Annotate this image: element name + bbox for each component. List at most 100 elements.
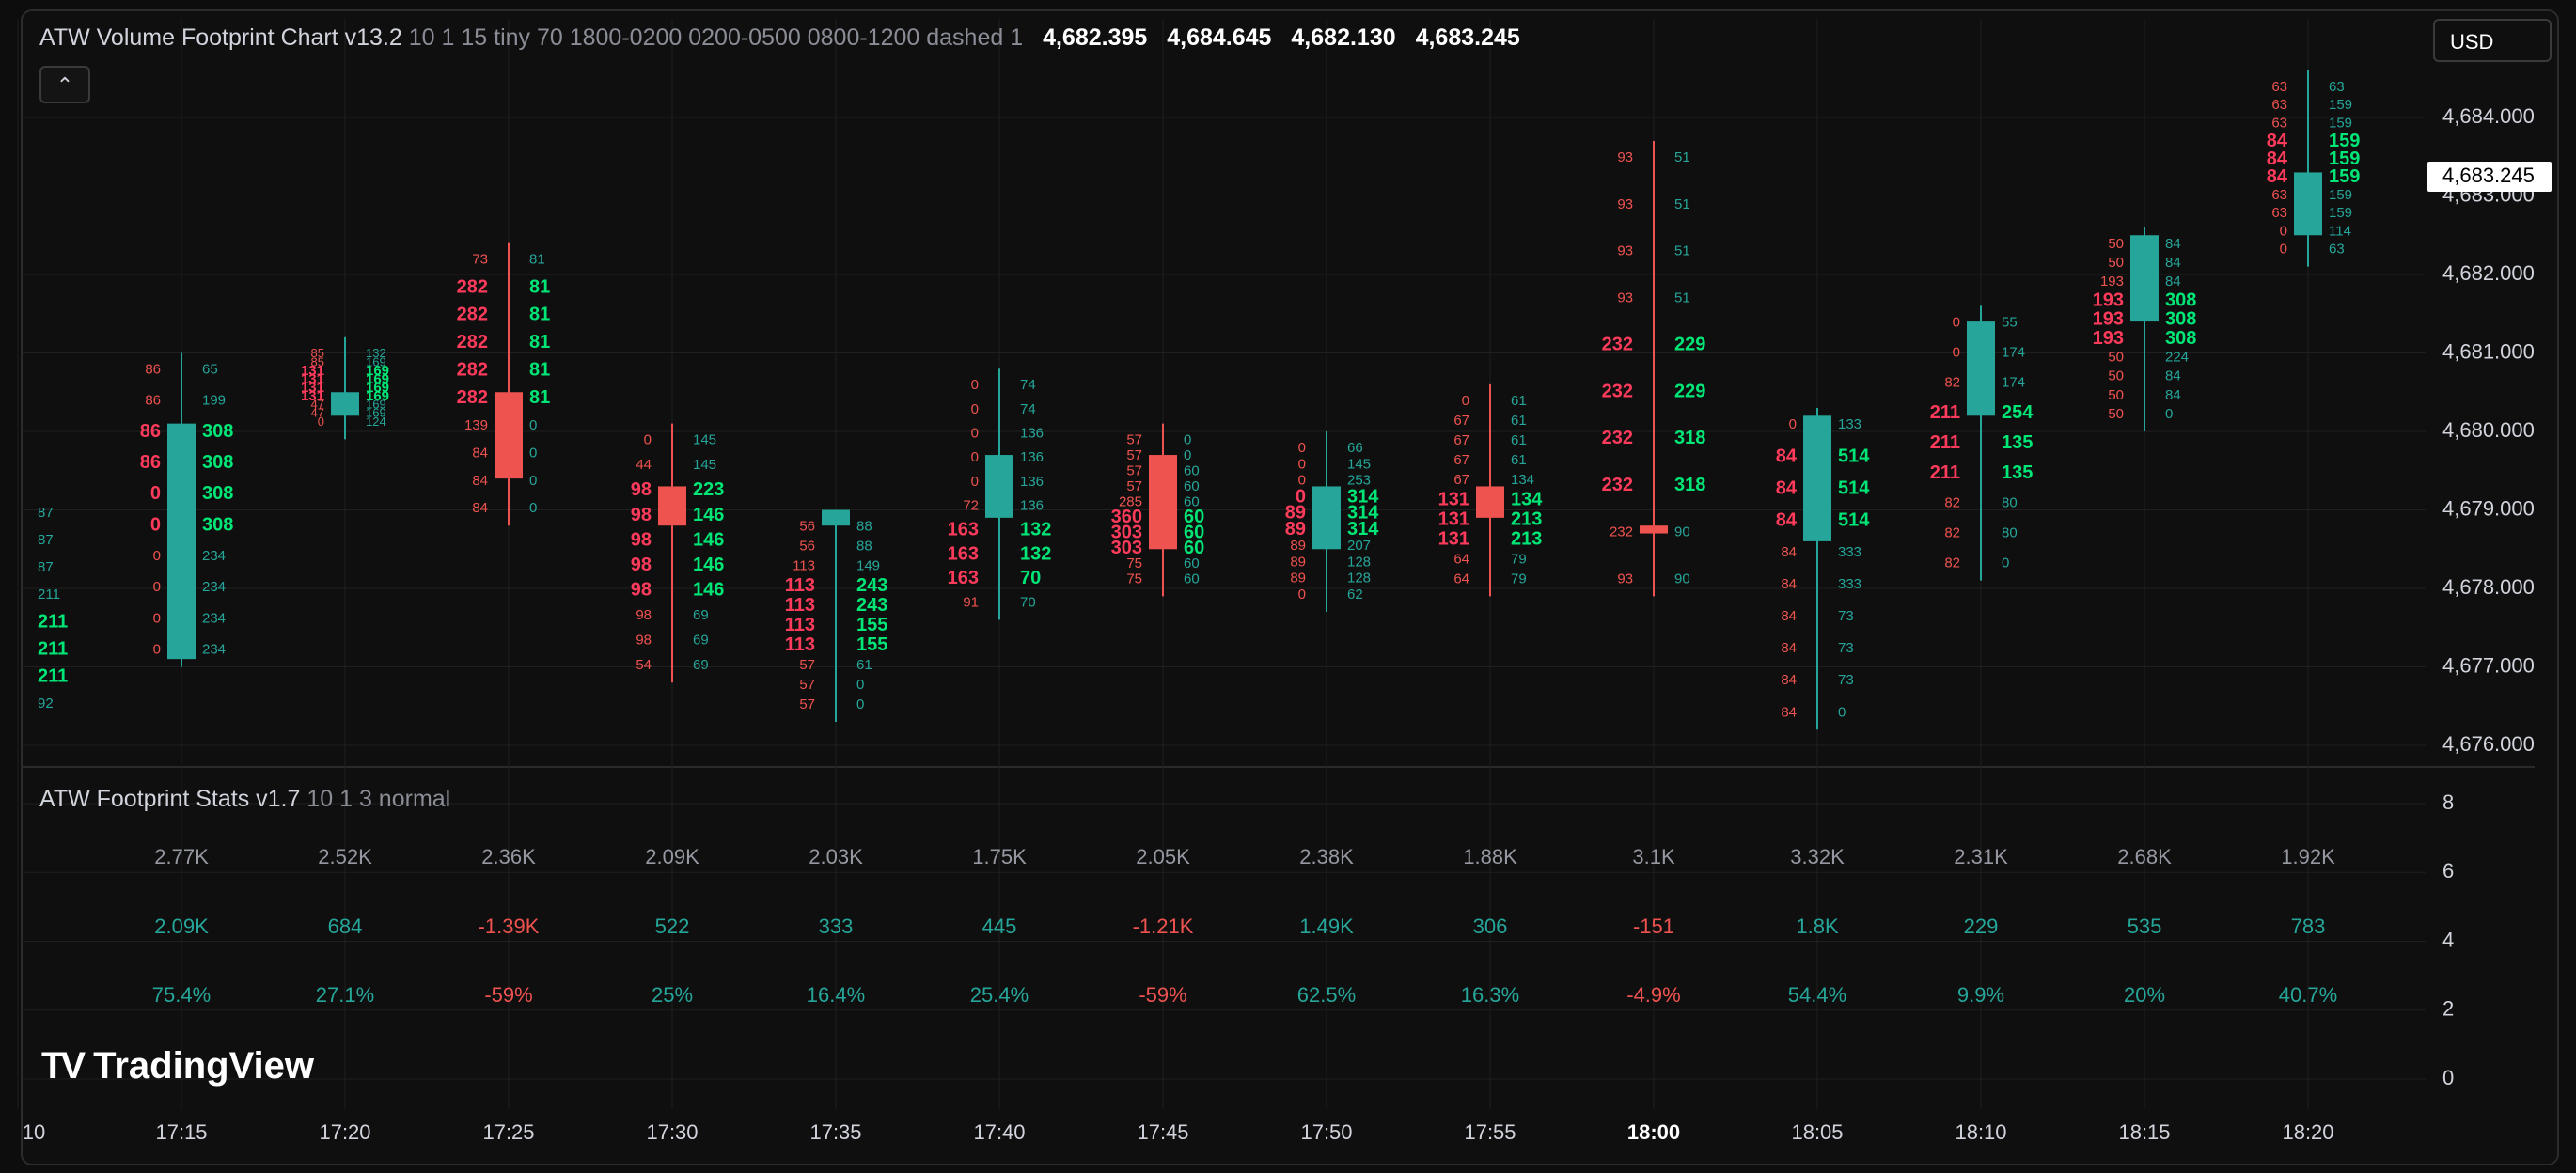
collapse-button[interactable]: ⌃ xyxy=(39,66,90,103)
footprint-ask-cell: 308 xyxy=(202,514,233,535)
footprint-ask-cell: 146 xyxy=(693,505,724,525)
stats-axis-label: 8 xyxy=(2442,790,2454,814)
footprint-bid-cell: 57 xyxy=(1126,447,1142,463)
footprint-bid-cell: 63 xyxy=(2271,79,2287,95)
stats-axis-label: 6 xyxy=(2442,859,2454,883)
footprint-bid-cell: 93 xyxy=(1617,196,1633,212)
footprint-ask-cell: 0 xyxy=(1184,447,1191,463)
stats-cell: 2.31K xyxy=(1954,845,2008,868)
footprint-ask-cell: 159 xyxy=(2329,131,2360,151)
footprint-ask-cell: 60 xyxy=(1184,571,1200,586)
footprint-bid-cell: 193 xyxy=(2093,309,2124,330)
footprint-bid-cell: 0 xyxy=(153,548,161,564)
footprint-ask-cell: 254 xyxy=(2002,402,2034,423)
footprint-ask-cell: 133 xyxy=(1838,416,1861,432)
footprint-ask-cell: 60 xyxy=(1184,493,1200,509)
price-axis-label: 4,681.000 xyxy=(2442,339,2535,363)
footprint-bid-cell: 232 xyxy=(1602,475,1633,495)
time-axis-label: 17:50 xyxy=(1300,1120,1352,1144)
footprint-bid-cell: 84 xyxy=(1781,544,1797,560)
footprint-bid-cell: 93 xyxy=(1617,571,1633,586)
price-axis-label: 4,684.000 xyxy=(2442,104,2535,128)
footprint-ask-cell: 199 xyxy=(202,393,226,409)
footprint-bid-cell: 84 xyxy=(1776,446,1798,466)
footprint-ask-cell: 169 xyxy=(366,363,389,379)
time-axis-label: 17:40 xyxy=(973,1120,1025,1144)
footprint-ask-cell: 159 xyxy=(2329,149,2360,169)
footprint-ask-cell: 145 xyxy=(693,457,716,473)
footprint-bid-cell: 193 xyxy=(2093,290,2124,311)
footprint-cell: 211 xyxy=(38,638,68,659)
footprint-bid-cell: 63 xyxy=(2271,187,2287,203)
footprint-ask-cell: 234 xyxy=(202,641,226,657)
footprint-ask-cell: 0 xyxy=(2002,555,2009,571)
footprint-bid-cell: 139 xyxy=(464,417,488,433)
footprint-bid-cell: 0 xyxy=(150,483,161,504)
footprint-bid-cell: 75 xyxy=(1126,571,1142,586)
stats-cell: 27.1% xyxy=(316,983,374,1007)
footprint-ask-cell: 514 xyxy=(1838,477,1870,498)
footprint-bid-cell: 0 xyxy=(1296,486,1306,507)
footprint-bid-cell: 131 xyxy=(301,363,324,379)
stats-cell: 783 xyxy=(2291,915,2326,938)
stats-cell: -151 xyxy=(1633,915,1674,938)
footprint-bid-cell: 64 xyxy=(1453,551,1469,567)
stats-cell: 16.3% xyxy=(1461,983,1519,1007)
tradingview-logo[interactable]: TV TradingView xyxy=(41,1045,314,1087)
footprint-ask-cell: 224 xyxy=(2165,350,2189,366)
stats-header[interactable]: ATW Footprint Stats v1.7 10 1 3 normal xyxy=(39,786,450,813)
footprint-ask-cell: 135 xyxy=(2002,462,2033,483)
footprint-bid-cell: 232 xyxy=(1602,335,1633,355)
time-axis-label: 17:15 xyxy=(155,1120,207,1144)
footprint-ask-cell: 60 xyxy=(1184,462,1200,478)
footprint-ask-cell: 0 xyxy=(1184,432,1191,448)
footprint-ask-cell: 74 xyxy=(1020,401,1036,417)
footprint-bid-cell: 57 xyxy=(799,657,815,673)
footprint-ask-cell: 145 xyxy=(1347,456,1371,472)
candle-body xyxy=(1803,415,1831,541)
footprint-ask-cell: 146 xyxy=(693,580,724,601)
footprint-ask-cell: 70 xyxy=(1020,568,1041,588)
footprint-bid-cell: 211 xyxy=(1930,432,1960,453)
footprint-ask-cell: 79 xyxy=(1511,571,1527,586)
footprint-bid-cell: 47 xyxy=(311,398,324,412)
stats-cell: 2.36K xyxy=(481,845,536,868)
stats-cell: 40.7% xyxy=(2279,983,2337,1007)
stats-axis-label: 4 xyxy=(2442,928,2454,951)
footprint-ask-cell: 51 xyxy=(1674,243,1690,259)
footprint-bid-cell: 98 xyxy=(631,505,652,525)
stats-cell: 2.38K xyxy=(1299,845,1354,868)
footprint-bid-cell: 0 xyxy=(153,641,161,657)
footprint-ask-cell: 128 xyxy=(1347,571,1371,586)
indicator-header[interactable]: ATW Volume Footprint Chart v13.2 10 1 15… xyxy=(39,24,1520,52)
footprint-ask-cell: 84 xyxy=(2165,368,2181,384)
footprint-ask-cell: 514 xyxy=(1838,509,1870,530)
footprint-bid-cell: 82 xyxy=(1944,555,1960,571)
footprint-ask-cell: 253 xyxy=(1347,473,1371,489)
candle-body xyxy=(1640,525,1668,534)
candle-body xyxy=(2294,172,2322,236)
footprint-bid-cell: 86 xyxy=(145,393,161,409)
currency-selector[interactable]: USD xyxy=(2433,19,2552,62)
footprint-bid-cell: 163 xyxy=(948,568,979,588)
footprint-bid-cell: 47 xyxy=(311,406,324,420)
footprint-bid-cell: 0 xyxy=(1298,440,1306,456)
footprint-ask-cell: 69 xyxy=(693,633,709,649)
footprint-bid-cell: 75 xyxy=(1126,555,1142,571)
footprint-bid-cell: 232 xyxy=(1602,428,1633,448)
footprint-ask-cell: 308 xyxy=(2165,309,2196,330)
footprint-ask-cell: 136 xyxy=(1020,449,1044,465)
footprint-ask-cell: 155 xyxy=(856,615,887,635)
candle-body xyxy=(985,455,1013,518)
footprint-ask-cell: 0 xyxy=(529,500,537,516)
footprint-ask-cell: 333 xyxy=(1838,576,1861,592)
footprint-bid-cell: 84 xyxy=(2267,149,2288,169)
ohlc-open: 4,682.395 xyxy=(1043,24,1148,51)
footprint-bid-cell: 232 xyxy=(1602,381,1633,401)
footprint-ask-cell: 79 xyxy=(1511,551,1527,567)
footprint-ask-cell: 128 xyxy=(1347,554,1371,570)
footprint-ask-cell: 318 xyxy=(1674,428,1705,448)
footprint-bid-cell: 131 xyxy=(301,380,324,396)
ohlc-close: 4,683.245 xyxy=(1415,24,1520,51)
